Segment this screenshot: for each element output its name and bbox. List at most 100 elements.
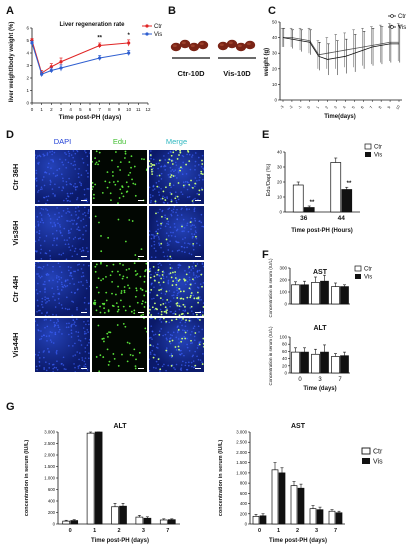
c-legend-marker — [390, 25, 394, 29]
c-ytick-label: 30 — [272, 51, 278, 56]
c-ytick-label: 0 — [274, 98, 277, 103]
g-ast-ytick-label: 200 — [240, 511, 248, 516]
g-alt-ytick-label: 3.000 — [44, 430, 55, 435]
g-ast-bar-Ctr — [309, 508, 317, 525]
g-ast-bar-Vis — [259, 515, 267, 525]
f-legend-swatch-vis — [355, 274, 361, 279]
scale-bar — [195, 256, 201, 257]
g-alt-category-label: 3 — [142, 528, 145, 534]
g-ast-bar-Vis — [278, 472, 286, 525]
micro-texture — [35, 318, 90, 372]
a-series-line-Vis — [31, 42, 129, 75]
g-ast-bar-Vis — [316, 509, 324, 525]
a-legend-label: Ctr — [154, 24, 162, 30]
f-ylabel-ast: Concentration in serum (IU/L) — [268, 258, 273, 318]
e-bar-Vis — [303, 207, 315, 213]
c-xtick-label: 3 — [333, 106, 338, 110]
e-bar-Ctr — [330, 162, 342, 213]
panel-letter-A: A — [6, 5, 14, 17]
c-xtick-label: 4 — [342, 106, 347, 110]
a-point-Vis — [30, 41, 34, 45]
a-ytick-label: 6 — [26, 26, 29, 31]
e-ytick-label: 40 — [277, 150, 283, 155]
c-xtick-label: 8 — [378, 106, 383, 110]
f-xlabel: Time (days) — [303, 386, 336, 392]
d-row-label: Ctr 44H — [11, 276, 20, 303]
g-alt-category-label: 0 — [69, 528, 72, 534]
g-ast-title: AST — [291, 423, 306, 430]
liver-highlight — [228, 41, 233, 45]
c-xtick-label: 6 — [360, 106, 365, 110]
scale-bar — [81, 312, 87, 313]
g-ast-ytick-label: 1.000 — [236, 470, 247, 475]
g-ast-bar-Vis — [335, 512, 343, 525]
liver-highlight — [190, 44, 195, 48]
c-xtick-label: 0 — [307, 106, 312, 110]
panel-letter-F: F — [262, 249, 269, 261]
scale-bar — [138, 312, 144, 313]
g-alt-ytick-label: 0 — [53, 522, 56, 527]
g-alt-bar-Ctr — [159, 519, 168, 525]
a-xtick-label: 8 — [108, 107, 111, 112]
g-alt-ytick-label: 400 — [48, 499, 56, 504]
g-ast-category-label: 3 — [315, 528, 318, 534]
e-significance: ** — [347, 181, 352, 187]
c-legend-marker — [390, 14, 394, 18]
c-xtick-label: -2 — [288, 105, 293, 110]
d-row-label: Ctr 36H — [11, 164, 20, 191]
c-xtick-label: -3 — [280, 105, 285, 110]
c-series-line-Ctr — [283, 37, 399, 56]
liver-highlight — [181, 41, 186, 45]
e-legend-swatch-ctr — [364, 143, 372, 150]
f-alt-bar-Vis — [300, 351, 309, 374]
d-row-label: Vis36H — [11, 221, 20, 246]
g-alt-bar-Ctr — [111, 506, 119, 525]
c-legend-label: Vis — [398, 25, 406, 31]
f-alt-ytick-label: 100 — [279, 335, 287, 340]
f-alt-bar-Ctr — [311, 353, 320, 374]
g-alt-ytick-label: 2.500 — [44, 441, 55, 446]
a-ytick-label: 1 — [26, 88, 29, 93]
a-xtick-label: 5 — [79, 107, 82, 112]
g-alt-ytick-label: 1.000 — [44, 476, 55, 481]
e-ytick-label: 10 — [277, 195, 283, 200]
g-alt-bar-Vis — [70, 520, 79, 525]
g-alt-bar-Ctr — [86, 432, 95, 525]
e-legend-swatch-vis — [365, 152, 371, 157]
g-ast-bar-Vis — [297, 487, 305, 525]
micro-texture — [92, 262, 147, 316]
b-caption-ctr: Ctr-10D — [177, 69, 205, 78]
g-legend-label: Ctr — [373, 449, 383, 456]
g-alt-ylabel: concentration in serum (IU/L) — [24, 440, 30, 517]
g-alt-ytick-label: 1.500 — [44, 464, 55, 469]
panel-letter-D: D — [6, 129, 14, 141]
g-ast-ylabel: concentration in serum (IU/L) — [218, 440, 224, 517]
micro-texture — [35, 206, 90, 260]
micro-image-dapi — [35, 206, 90, 260]
panel-letter-C: C — [268, 5, 276, 17]
g-legend-swatch-ctr — [361, 447, 371, 455]
a-legend-label: Vis — [154, 32, 162, 38]
a-significance: * — [127, 33, 130, 39]
e-bar-Vis — [341, 189, 353, 213]
g-ast-ytick-label: 2.000 — [236, 450, 247, 455]
liver-sample — [226, 39, 238, 49]
g-ast-ytick-label: 2.500 — [236, 440, 247, 445]
e-significance: ** — [310, 200, 315, 206]
micro-image-edu — [92, 206, 147, 260]
g-ast-bar-Ctr — [290, 485, 298, 525]
f-ast-bar-Vis — [340, 286, 349, 305]
a-xlabel: Time post-PH (days) — [59, 114, 122, 121]
a-xtick-label: 4 — [69, 107, 72, 112]
micro-image-merge — [149, 150, 204, 204]
micro-image-merge — [149, 318, 204, 372]
liver-sample — [179, 39, 191, 49]
a-ytick-label: 2 — [26, 76, 29, 81]
f-ast-category-label: 7 — [340, 311, 341, 312]
f-ast-title: AST — [313, 269, 328, 276]
f-ast-bar-Ctr — [331, 286, 340, 305]
liver-highlight — [172, 44, 177, 48]
g-ast-ytick-label: 0 — [245, 522, 248, 527]
a-xtick-label: 1 — [40, 107, 43, 112]
